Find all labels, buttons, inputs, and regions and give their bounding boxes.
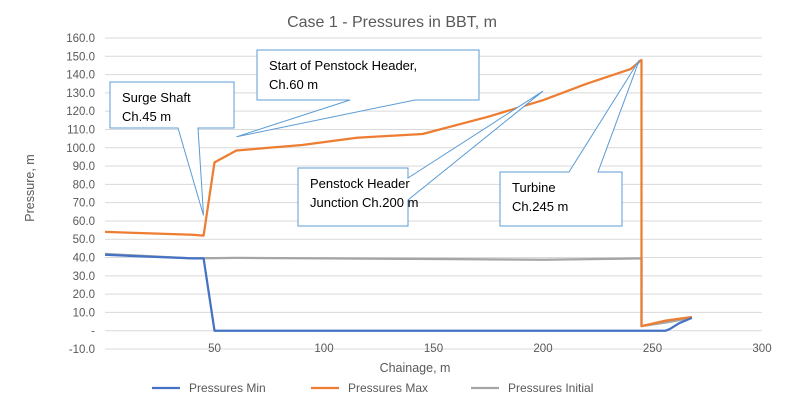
- legend-label: Pressures Max: [348, 381, 428, 395]
- series-line-pressures-min: [104, 253, 693, 332]
- y-tick-label: 90.0: [73, 161, 95, 173]
- y-tick-label: 120.0: [66, 106, 95, 118]
- callout-surge-shaft: Surge Shaft Ch.45 m: [109, 81, 235, 216]
- callout-text: Ch.45 m: [122, 109, 171, 124]
- y-tick-label: -10.0: [69, 344, 95, 356]
- y-tick-label: 10.0: [73, 307, 95, 319]
- callout-text: Ch.245 m: [512, 199, 568, 214]
- y-tick-label: 70.0: [73, 198, 95, 210]
- y-tick-label: 20.0: [73, 289, 95, 301]
- legend-label: Pressures Min: [189, 381, 266, 395]
- x-tick-label: 200: [533, 343, 552, 355]
- y-tick-label: 160.0: [66, 33, 95, 45]
- callout-turbine: Turbine Ch.245 m: [499, 59, 640, 227]
- callout-shape: [499, 59, 640, 227]
- callout-text: Turbine: [512, 180, 556, 195]
- legend-item-pressures-initial: Pressures Initial: [471, 381, 593, 395]
- x-tick-label: 100: [314, 343, 333, 355]
- callout-text: Penstock Header: [310, 176, 410, 191]
- callout-text: Junction Ch.200 m: [310, 195, 418, 210]
- y-tick-label: 60.0: [73, 216, 95, 228]
- callout-shape: [236, 49, 480, 138]
- y-tick-label: 130.0: [66, 88, 95, 100]
- y-tick-label: -: [91, 326, 95, 338]
- callout-shape: [297, 90, 544, 227]
- y-tick-label: 100.0: [66, 143, 95, 155]
- callout-text: Start of Penstock Header,: [269, 58, 417, 73]
- y-tick-label: 50.0: [73, 234, 95, 246]
- y-tick-label: 150.0: [66, 51, 95, 63]
- callout-penstock-junction: Penstock Header Junction Ch.200 m: [297, 90, 544, 227]
- callout-penstock-header-start: Start of Penstock Header, Ch.60 m: [236, 49, 480, 138]
- x-tick-label: 250: [643, 343, 662, 355]
- x-axis: 50 100 150 200 250 300: [208, 343, 771, 355]
- series-line-pressures-max: [104, 58, 693, 328]
- legend-item-pressures-max: Pressures Max: [311, 381, 428, 395]
- series-line-pressures-initial: [104, 252, 693, 328]
- legend: Pressures Min Pressures Max Pressures Init…: [152, 381, 593, 395]
- chart-title: Case 1 - Pressures in BBT, m: [287, 14, 497, 31]
- legend-item-pressures-min: Pressures Min: [152, 381, 266, 395]
- y-tick-label: 80.0: [73, 179, 95, 191]
- y-tick-label: 110.0: [67, 124, 95, 136]
- series-layer: [104, 58, 693, 332]
- x-axis-title: Chainage, m: [380, 361, 451, 375]
- y-tick-label: 30.0: [73, 271, 95, 283]
- callout-shape: [109, 81, 235, 216]
- y-axis: -10.0-10.020.030.040.050.060.070.080.090…: [66, 33, 95, 356]
- y-axis-title: Pressure, m: [23, 154, 37, 221]
- y-tick-label: 140.0: [66, 70, 95, 82]
- y-tick-label: 40.0: [73, 253, 95, 265]
- x-tick-label: 300: [752, 343, 771, 355]
- x-tick-label: 150: [424, 343, 443, 355]
- x-tick-label: 50: [208, 343, 221, 355]
- callout-text: Surge Shaft: [122, 90, 191, 105]
- callout-layer: Surge Shaft Ch.45 m Start of Penstock Head…: [109, 49, 640, 227]
- callout-text: Ch.60 m: [269, 77, 318, 92]
- legend-label: Pressures Initial: [508, 381, 593, 395]
